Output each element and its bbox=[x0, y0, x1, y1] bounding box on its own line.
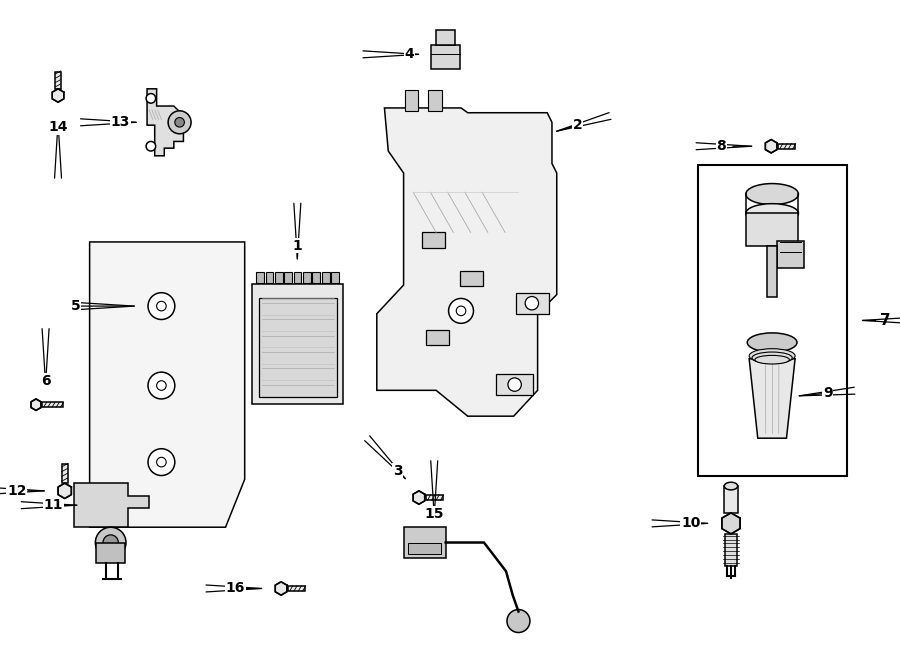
Circle shape bbox=[157, 457, 166, 467]
Bar bbox=[274, 272, 283, 283]
Circle shape bbox=[526, 297, 538, 310]
Polygon shape bbox=[768, 246, 777, 297]
Bar bbox=[312, 272, 320, 283]
Bar bbox=[293, 272, 302, 283]
Ellipse shape bbox=[746, 184, 798, 205]
Polygon shape bbox=[778, 143, 795, 149]
Bar bbox=[746, 214, 798, 246]
Ellipse shape bbox=[747, 333, 797, 352]
Ellipse shape bbox=[724, 483, 738, 490]
Polygon shape bbox=[765, 139, 777, 153]
Bar bbox=[409, 543, 441, 554]
Text: 10: 10 bbox=[681, 516, 700, 530]
Polygon shape bbox=[41, 403, 63, 407]
Text: 16: 16 bbox=[225, 582, 245, 596]
Bar bbox=[431, 45, 460, 69]
Polygon shape bbox=[90, 242, 245, 527]
Circle shape bbox=[146, 94, 156, 103]
Bar bbox=[403, 527, 446, 558]
Polygon shape bbox=[275, 582, 287, 595]
Polygon shape bbox=[56, 71, 60, 89]
Circle shape bbox=[148, 372, 175, 399]
Bar bbox=[516, 293, 549, 314]
Bar bbox=[331, 272, 339, 283]
Circle shape bbox=[157, 301, 166, 311]
Text: 14: 14 bbox=[49, 120, 68, 134]
Ellipse shape bbox=[749, 349, 795, 363]
Circle shape bbox=[148, 293, 175, 319]
Circle shape bbox=[157, 381, 166, 391]
Polygon shape bbox=[426, 495, 443, 500]
Bar bbox=[497, 374, 533, 395]
Circle shape bbox=[95, 527, 126, 558]
Bar bbox=[303, 272, 310, 283]
Polygon shape bbox=[52, 89, 64, 102]
Bar bbox=[96, 543, 125, 563]
Bar bbox=[777, 241, 804, 268]
Bar bbox=[460, 270, 483, 286]
Text: 12: 12 bbox=[7, 484, 27, 498]
Bar bbox=[284, 272, 292, 283]
Circle shape bbox=[508, 378, 521, 391]
Polygon shape bbox=[722, 513, 740, 534]
Text: 1: 1 bbox=[292, 239, 302, 253]
Ellipse shape bbox=[752, 352, 792, 364]
Text: 2: 2 bbox=[573, 118, 582, 132]
Bar bbox=[322, 272, 329, 283]
Polygon shape bbox=[288, 586, 305, 591]
Text: 11: 11 bbox=[43, 498, 63, 512]
Bar bbox=[422, 233, 445, 248]
Text: 9: 9 bbox=[823, 386, 832, 400]
Circle shape bbox=[148, 449, 175, 475]
Bar bbox=[256, 272, 264, 283]
Text: 3: 3 bbox=[393, 464, 402, 478]
Bar bbox=[404, 90, 418, 111]
Circle shape bbox=[146, 141, 156, 151]
Ellipse shape bbox=[755, 356, 789, 364]
Circle shape bbox=[448, 298, 473, 323]
Text: 13: 13 bbox=[111, 115, 130, 130]
Text: 8: 8 bbox=[716, 139, 726, 153]
Bar bbox=[426, 330, 448, 345]
Ellipse shape bbox=[746, 204, 798, 223]
Bar bbox=[428, 90, 442, 111]
Circle shape bbox=[456, 306, 466, 316]
Circle shape bbox=[175, 118, 184, 127]
Polygon shape bbox=[749, 359, 795, 438]
Bar bbox=[266, 272, 274, 283]
Text: 6: 6 bbox=[40, 373, 50, 388]
Circle shape bbox=[168, 111, 191, 134]
Polygon shape bbox=[377, 108, 557, 416]
Polygon shape bbox=[147, 89, 184, 156]
Text: 5: 5 bbox=[70, 299, 80, 313]
Bar bbox=[698, 165, 847, 477]
Polygon shape bbox=[31, 399, 41, 410]
Bar bbox=[724, 486, 738, 513]
Bar bbox=[725, 534, 737, 566]
Polygon shape bbox=[58, 483, 71, 498]
Bar bbox=[259, 298, 337, 397]
Text: 4: 4 bbox=[404, 48, 414, 61]
Polygon shape bbox=[75, 483, 149, 527]
Bar bbox=[252, 284, 343, 404]
Bar bbox=[436, 30, 455, 45]
Circle shape bbox=[507, 609, 530, 633]
Text: 15: 15 bbox=[425, 507, 444, 521]
Polygon shape bbox=[62, 464, 68, 483]
Text: 7: 7 bbox=[880, 313, 890, 328]
Circle shape bbox=[103, 535, 118, 550]
Polygon shape bbox=[413, 491, 425, 504]
